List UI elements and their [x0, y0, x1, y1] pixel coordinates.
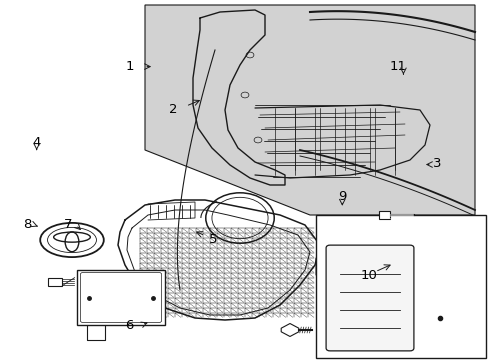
Polygon shape — [281, 324, 298, 337]
Bar — [47, 278, 62, 286]
Text: 4: 4 — [32, 136, 41, 149]
Text: 1: 1 — [125, 60, 134, 73]
Polygon shape — [145, 5, 474, 215]
Text: 11: 11 — [389, 60, 406, 73]
FancyBboxPatch shape — [325, 245, 413, 351]
Text: 2: 2 — [169, 103, 178, 116]
Text: 6: 6 — [125, 319, 134, 332]
Bar — [315, 215, 485, 358]
Text: 10: 10 — [360, 269, 377, 282]
Bar — [77, 270, 164, 325]
Text: 9: 9 — [337, 190, 346, 203]
Bar — [379, 211, 389, 219]
Text: 3: 3 — [432, 157, 441, 170]
Text: 8: 8 — [22, 219, 31, 231]
Text: 7: 7 — [64, 219, 73, 231]
Text: 5: 5 — [208, 233, 217, 246]
